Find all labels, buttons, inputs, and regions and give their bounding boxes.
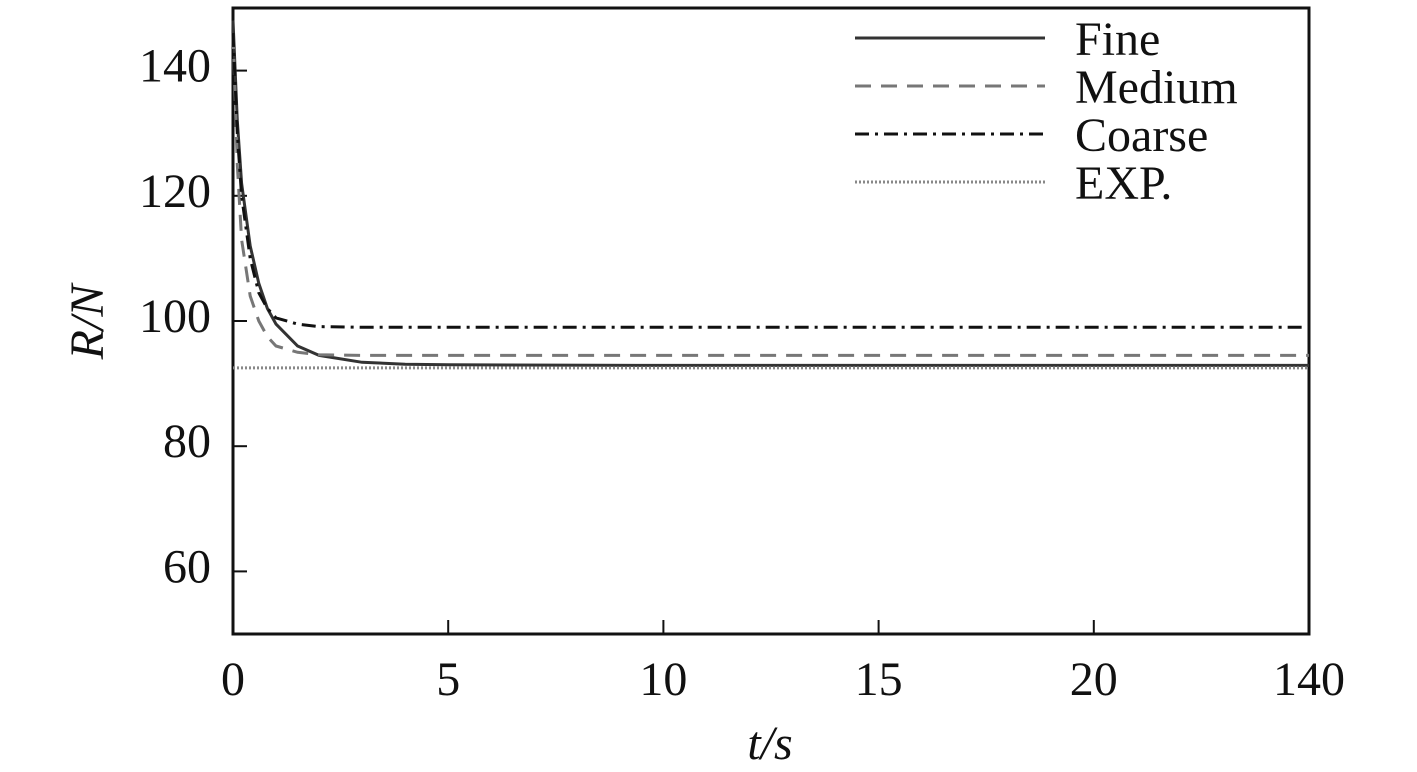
legend-label: EXP. [1075,157,1172,210]
legend-label: Medium [1075,61,1238,114]
x-tick-label: 20 [1070,653,1118,706]
y-tick-label: 60 [163,540,211,593]
y-tick-label: 80 [163,415,211,468]
x-axis-title: t/s [747,717,792,770]
legend-label: Coarse [1075,109,1208,162]
y-tick-label: 100 [139,290,211,343]
x-tick-label: 10 [639,653,687,706]
legend-label: Fine [1075,13,1160,66]
y-tick-label: 120 [139,165,211,218]
x-tick-label: 5 [436,653,460,706]
x-tick-label: 0 [221,653,245,706]
x-tick-label: 15 [855,653,903,706]
series-line [231,20,1309,367]
series-line [231,32,1309,329]
series-line [231,32,1309,357]
x-tick-label: 140 [1273,653,1345,706]
y-tick-label: 140 [139,40,211,93]
y-axis-title: R/N [61,282,114,361]
